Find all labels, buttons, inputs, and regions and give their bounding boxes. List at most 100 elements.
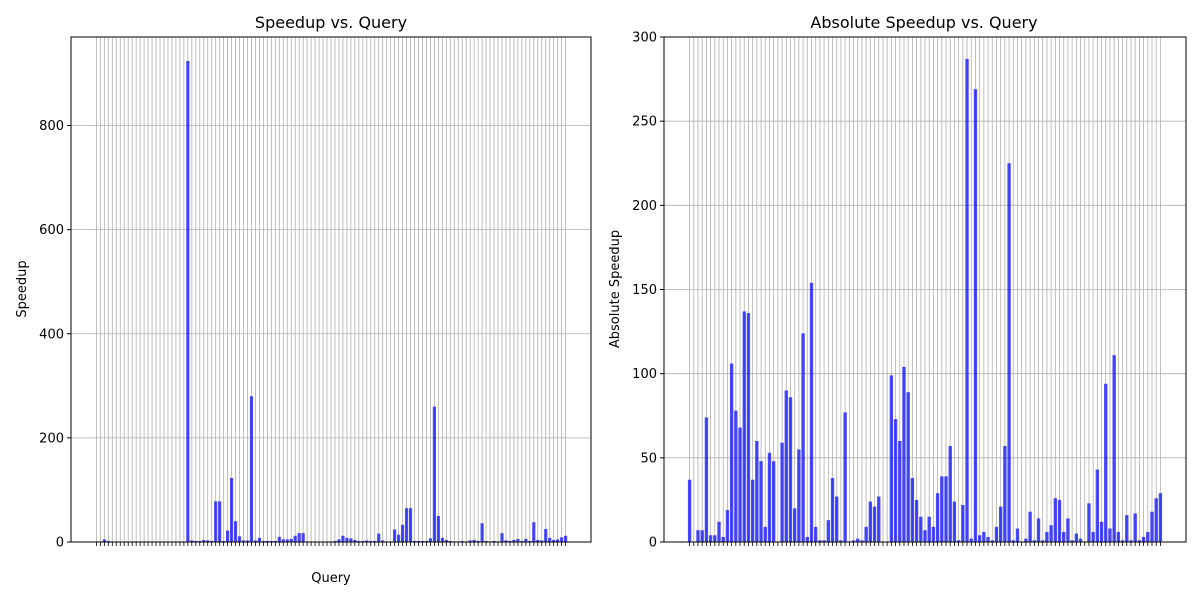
bar xyxy=(965,58,969,543)
bar xyxy=(914,499,919,542)
bar xyxy=(214,501,218,542)
bar xyxy=(102,539,106,542)
bar xyxy=(229,477,234,542)
bar xyxy=(1104,383,1108,542)
bar xyxy=(986,536,990,542)
bar xyxy=(257,537,262,542)
bar xyxy=(872,506,877,542)
bar xyxy=(1074,533,1079,542)
bar xyxy=(285,539,289,542)
bar xyxy=(269,540,273,542)
bar xyxy=(948,446,952,542)
bar xyxy=(210,540,214,542)
y-tick-label: 300 xyxy=(632,31,657,46)
bar xyxy=(432,406,436,542)
bar xyxy=(361,540,365,542)
bar xyxy=(416,540,421,542)
bar xyxy=(830,478,835,542)
chart-title-left: Speedup vs. Query xyxy=(255,13,407,32)
bar xyxy=(990,540,994,542)
bar xyxy=(397,534,401,542)
y-tick-label: 400 xyxy=(39,327,64,342)
bar xyxy=(746,313,751,542)
bar xyxy=(721,536,725,542)
bar xyxy=(428,538,433,542)
bar xyxy=(1003,446,1007,542)
bar xyxy=(198,540,202,542)
bar xyxy=(253,540,258,542)
bar xyxy=(353,539,357,542)
bar xyxy=(206,540,210,542)
bar xyxy=(889,375,894,542)
bar xyxy=(552,539,556,542)
bar xyxy=(956,540,961,542)
bar xyxy=(245,540,250,542)
bar xyxy=(1062,531,1066,542)
bar xyxy=(742,311,746,542)
bar xyxy=(717,521,721,542)
bar xyxy=(868,501,873,542)
bar xyxy=(436,515,440,542)
bar xyxy=(755,441,759,542)
bar xyxy=(927,516,931,542)
bar xyxy=(935,493,940,542)
bar xyxy=(977,535,982,542)
bar xyxy=(281,539,285,542)
bar xyxy=(940,476,944,542)
bar xyxy=(233,521,238,542)
bar xyxy=(365,540,369,542)
bar xyxy=(856,538,860,542)
bar xyxy=(952,501,957,542)
plot-area-right: 0 50 100 150 200 250 300 xyxy=(632,31,1187,551)
y-axis-label-right: Absolute Speedup xyxy=(608,230,623,348)
bar xyxy=(472,539,476,542)
bar xyxy=(492,540,496,542)
bar xyxy=(1045,531,1049,542)
bar xyxy=(1057,499,1062,542)
bar xyxy=(564,535,568,542)
bar xyxy=(1112,355,1116,542)
bar xyxy=(440,537,444,542)
y-axis-label-left: Speedup xyxy=(15,260,30,317)
bar xyxy=(218,501,222,542)
bar xyxy=(1036,518,1041,542)
bar xyxy=(1158,493,1163,542)
y-tick-label: 0 xyxy=(649,536,657,551)
bar xyxy=(1150,511,1154,542)
bar xyxy=(412,540,417,542)
bar xyxy=(1133,513,1137,542)
bar xyxy=(226,530,230,542)
bar xyxy=(1070,540,1074,542)
bar xyxy=(713,535,717,542)
bar xyxy=(725,510,730,542)
bar xyxy=(1011,540,1015,542)
bar xyxy=(860,540,864,542)
x-axis-label-left: Query xyxy=(311,571,351,586)
y-tick-label: 150 xyxy=(632,283,657,298)
bar xyxy=(998,506,1003,542)
y-tick-label: 800 xyxy=(39,119,64,134)
bar xyxy=(540,540,544,542)
bar xyxy=(994,526,999,542)
bar xyxy=(468,540,472,542)
y-tick-label: 50 xyxy=(640,451,657,466)
bar xyxy=(809,282,814,542)
bar xyxy=(835,496,839,542)
bar xyxy=(500,533,504,542)
bar xyxy=(190,540,194,542)
bar xyxy=(237,536,242,542)
bar xyxy=(265,540,269,542)
bar xyxy=(982,531,986,542)
bar xyxy=(520,540,524,542)
bar xyxy=(708,535,713,542)
bar xyxy=(333,540,337,542)
bar xyxy=(1099,521,1104,542)
bar xyxy=(1146,531,1150,542)
bar xyxy=(381,540,385,542)
bar xyxy=(341,535,345,542)
chart-title-right: Absolute Speedup vs. Query xyxy=(810,13,1037,32)
bar xyxy=(759,461,763,542)
bar xyxy=(826,520,830,542)
bar xyxy=(476,540,480,542)
